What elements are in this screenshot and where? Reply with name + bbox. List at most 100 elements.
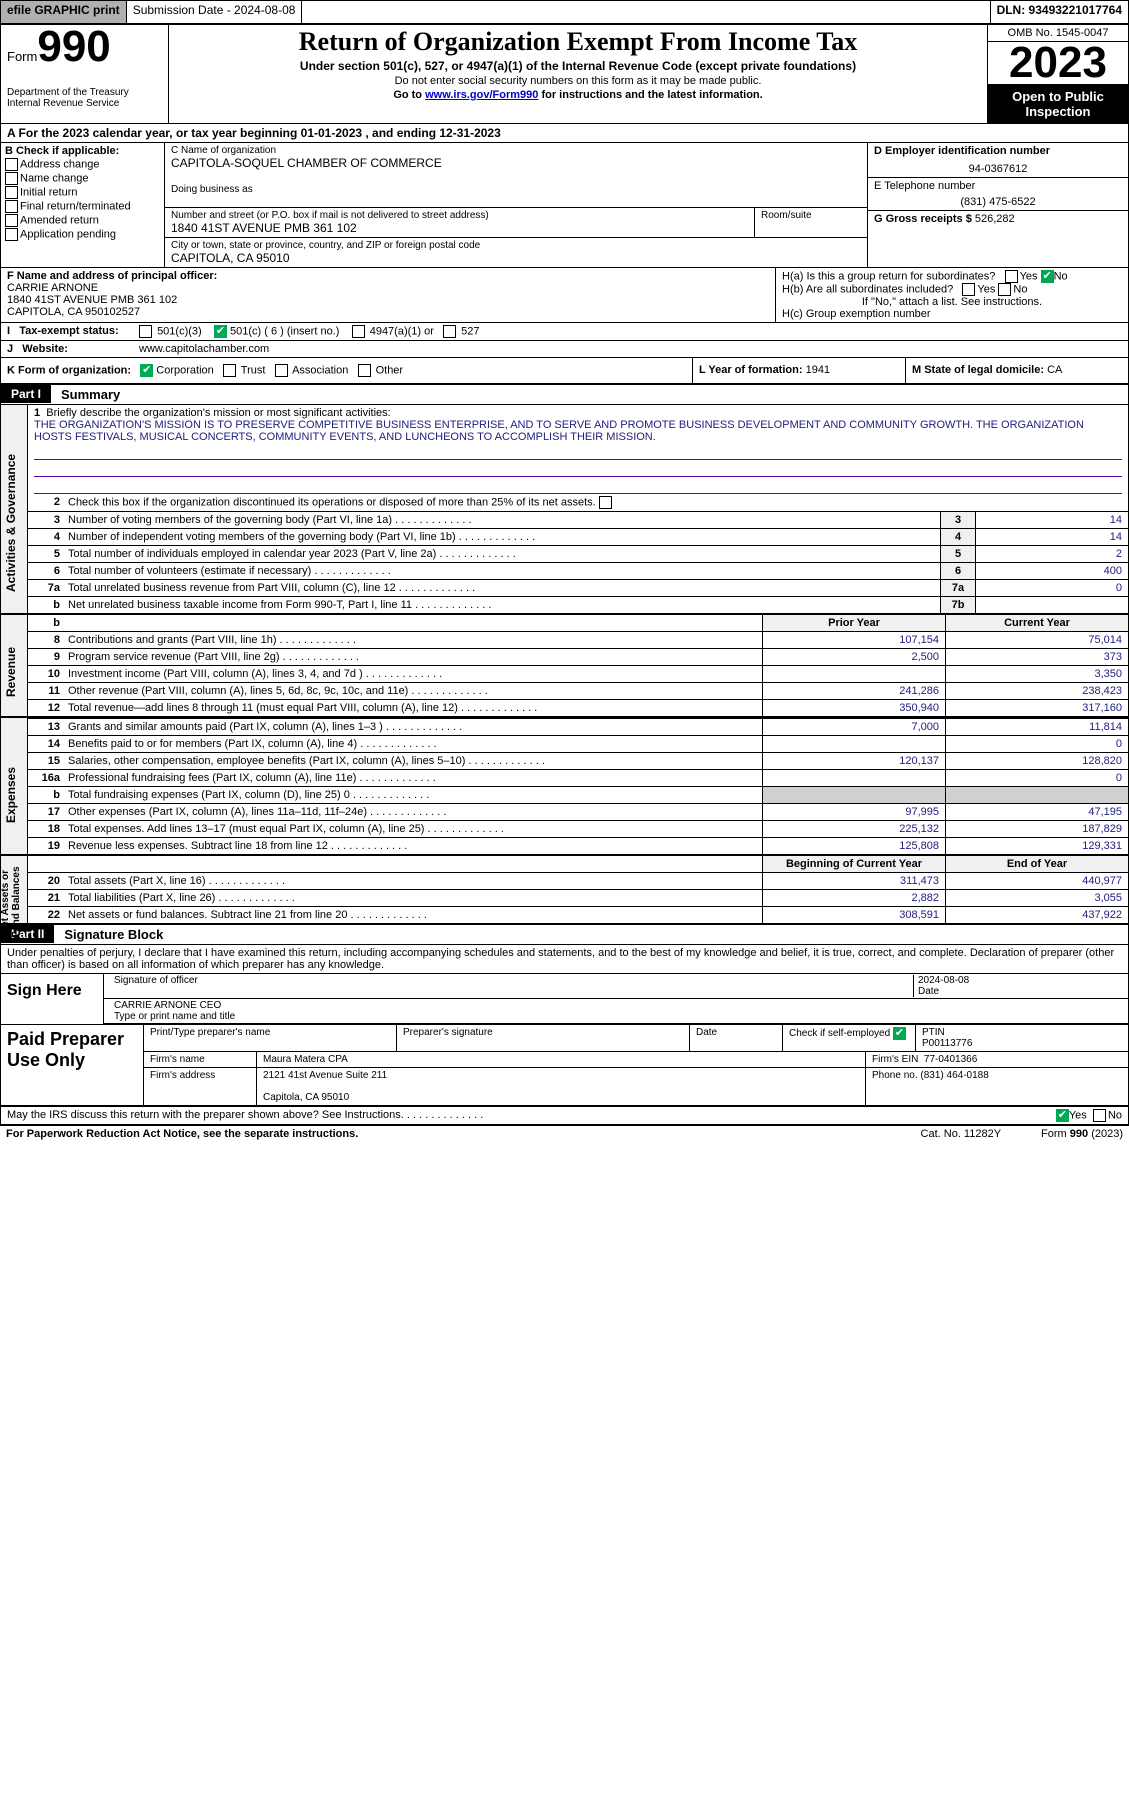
hb-no[interactable] <box>998 283 1011 296</box>
lbl-corp: Corporation <box>156 364 213 376</box>
ptin-value: P00113776 <box>922 1038 972 1049</box>
lbl-other: Other <box>376 364 404 376</box>
mission-text: THE ORGANIZATION'S MISSION IS TO PRESERV… <box>34 419 1122 443</box>
lbl-final-return: Final return/terminated <box>20 200 131 212</box>
street-address: 1840 41ST AVENUE PMB 361 102 <box>171 221 748 235</box>
form-word: Form <box>7 49 37 64</box>
cb-final-return[interactable] <box>5 200 18 213</box>
city-label: City or town, state or province, country… <box>171 240 861 251</box>
paperwork-notice: For Paperwork Reduction Act Notice, see … <box>6 1128 358 1140</box>
ha-yes-lbl: Yes <box>1020 270 1038 282</box>
part2-title: Signature Block <box>54 925 173 944</box>
row-a-tax-year: A For the 2023 calendar year, or tax yea… <box>1 124 1128 143</box>
current-year-hdr: Current Year <box>945 615 1128 631</box>
discuss-yes-lbl: Yes <box>1069 1109 1087 1121</box>
firm-ein-label: Firm's EIN <box>872 1054 918 1065</box>
prep-check-label: Check if self-employed ✔ <box>783 1025 916 1051</box>
sig-officer-lbl: Signature of officer <box>110 975 914 997</box>
l-label: L Year of formation: <box>699 364 803 376</box>
vtab-expenses: Expenses <box>1 718 28 854</box>
ein-label: D Employer identification number <box>874 145 1122 157</box>
room-label: Room/suite <box>761 210 861 221</box>
lbl-501c3: 501(c)(3) <box>157 325 202 337</box>
line1-label: Briefly describe the organization's miss… <box>46 407 390 419</box>
end-year-hdr: End of Year <box>945 856 1128 872</box>
hb-no-lbl: No <box>1013 283 1027 295</box>
irs-link[interactable]: www.irs.gov/Form990 <box>425 89 538 101</box>
discuss-question: May the IRS discuss this return with the… <box>7 1109 483 1122</box>
cb-discontinued[interactable] <box>599 496 612 509</box>
dln: DLN: 93493221017764 <box>991 1 1128 23</box>
hc-line: H(c) Group exemption number <box>782 308 1122 320</box>
sign-here-label: Sign Here <box>1 974 104 1024</box>
m-label: M State of legal domicile: <box>912 364 1044 376</box>
cb-trust[interactable] <box>223 364 236 377</box>
ptin-label: PTIN <box>922 1027 945 1038</box>
header-right-box: OMB No. 1545-0047 2023 Open to Public In… <box>987 25 1128 123</box>
cb-app-pending[interactable] <box>5 228 18 241</box>
discuss-no-lbl: No <box>1108 1109 1122 1121</box>
form-footer: Form 990 (2023) <box>1041 1128 1123 1140</box>
column-b-checkboxes: B Check if applicable: Address change Na… <box>1 143 165 267</box>
cb-amended[interactable] <box>5 214 18 227</box>
cb-discuss-no[interactable] <box>1093 1109 1106 1122</box>
cb-assoc[interactable] <box>275 364 288 377</box>
firm-name-label: Firm's name <box>144 1052 257 1067</box>
dept-treasury: Department of the Treasury Internal Reve… <box>7 87 162 109</box>
cb-501c-checked[interactable]: ✔ <box>214 325 227 338</box>
lbl-app-pending: Application pending <box>20 228 116 240</box>
cb-501c3[interactable] <box>139 325 152 338</box>
prior-year-hdr: Prior Year <box>762 615 945 631</box>
sig-date-lbl: Date <box>918 986 939 997</box>
header-title-box: Return of Organization Exempt From Incom… <box>169 25 987 123</box>
form-id-box: Form990 Department of the Treasury Inter… <box>1 25 169 123</box>
lbl-501c: 501(c) ( 6 ) (insert no.) <box>230 325 339 337</box>
officer-name: CARRIE ARNONE <box>7 282 769 294</box>
cb-527[interactable] <box>443 325 456 338</box>
goto-post: for instructions and the latest informat… <box>538 89 762 101</box>
vtab-revenue: Revenue <box>1 615 28 716</box>
cb-name-change[interactable] <box>5 172 18 185</box>
firm-phone-label: Phone no. <box>872 1070 918 1081</box>
sig-name-lbl: Type or print name and title <box>114 1011 235 1022</box>
gross-label: G Gross receipts $ <box>874 213 972 225</box>
hb-note: If "No," attach a list. See instructions… <box>782 296 1122 308</box>
hb-yes[interactable] <box>962 283 975 296</box>
vtab-rev-text: Revenue <box>4 612 18 732</box>
j-label: Website: <box>22 343 68 355</box>
vtab-gov-text: Activities & Governance <box>4 472 18 592</box>
cb-other[interactable] <box>358 364 371 377</box>
subtitle-1: Under section 501(c), 527, or 4947(a)(1)… <box>173 59 983 73</box>
cb-4947[interactable] <box>352 325 365 338</box>
lbl-initial-return: Initial return <box>20 186 77 198</box>
form-title: Return of Organization Exempt From Incom… <box>173 27 983 57</box>
ha-no-checked[interactable]: ✔ <box>1041 270 1054 283</box>
prep-sig-label: Preparer's signature <box>397 1025 690 1051</box>
firm-name: Maura Matera CPA <box>257 1052 866 1067</box>
ha-no-lbl: No <box>1054 270 1068 282</box>
cb-initial-return[interactable] <box>5 186 18 199</box>
firm-addr-label: Firm's address <box>144 1068 257 1105</box>
submission-date: Submission Date - 2024-08-08 <box>127 1 303 23</box>
tel-label: E Telephone number <box>874 180 1122 192</box>
cb-discuss-yes[interactable]: ✔ <box>1056 1109 1069 1122</box>
efile-print-btn[interactable]: efile GRAPHIC print <box>1 1 127 23</box>
ein-value: 94-0367612 <box>874 163 1122 175</box>
cb-address-change[interactable] <box>5 158 18 171</box>
subtitle-2: Do not enter social security numbers on … <box>173 75 983 87</box>
firm-phone: (831) 464-0188 <box>920 1070 988 1081</box>
dba-label: Doing business as <box>171 184 861 195</box>
sig-name: CARRIE ARNONE CEO <box>114 1000 221 1011</box>
c-name-label: C Name of organization <box>171 145 861 156</box>
f-label: F Name and address of principal officer: <box>7 270 769 282</box>
vtab-net-text: Net Assets or Fund Balances <box>0 847 22 957</box>
open-public-badge: Open to Public Inspection <box>988 85 1128 123</box>
officer-addr2: CAPITOLA, CA 950102527 <box>7 306 769 318</box>
cb-corp-checked[interactable]: ✔ <box>140 364 153 377</box>
perjury-text: Under penalties of perjury, I declare th… <box>1 945 1128 974</box>
topbar-fill <box>302 1 990 23</box>
cb-self-employed[interactable]: ✔ <box>893 1027 906 1040</box>
lbl-address-change: Address change <box>20 158 100 170</box>
vtab-exp-text: Expenses <box>4 735 18 855</box>
ha-yes[interactable] <box>1005 270 1018 283</box>
